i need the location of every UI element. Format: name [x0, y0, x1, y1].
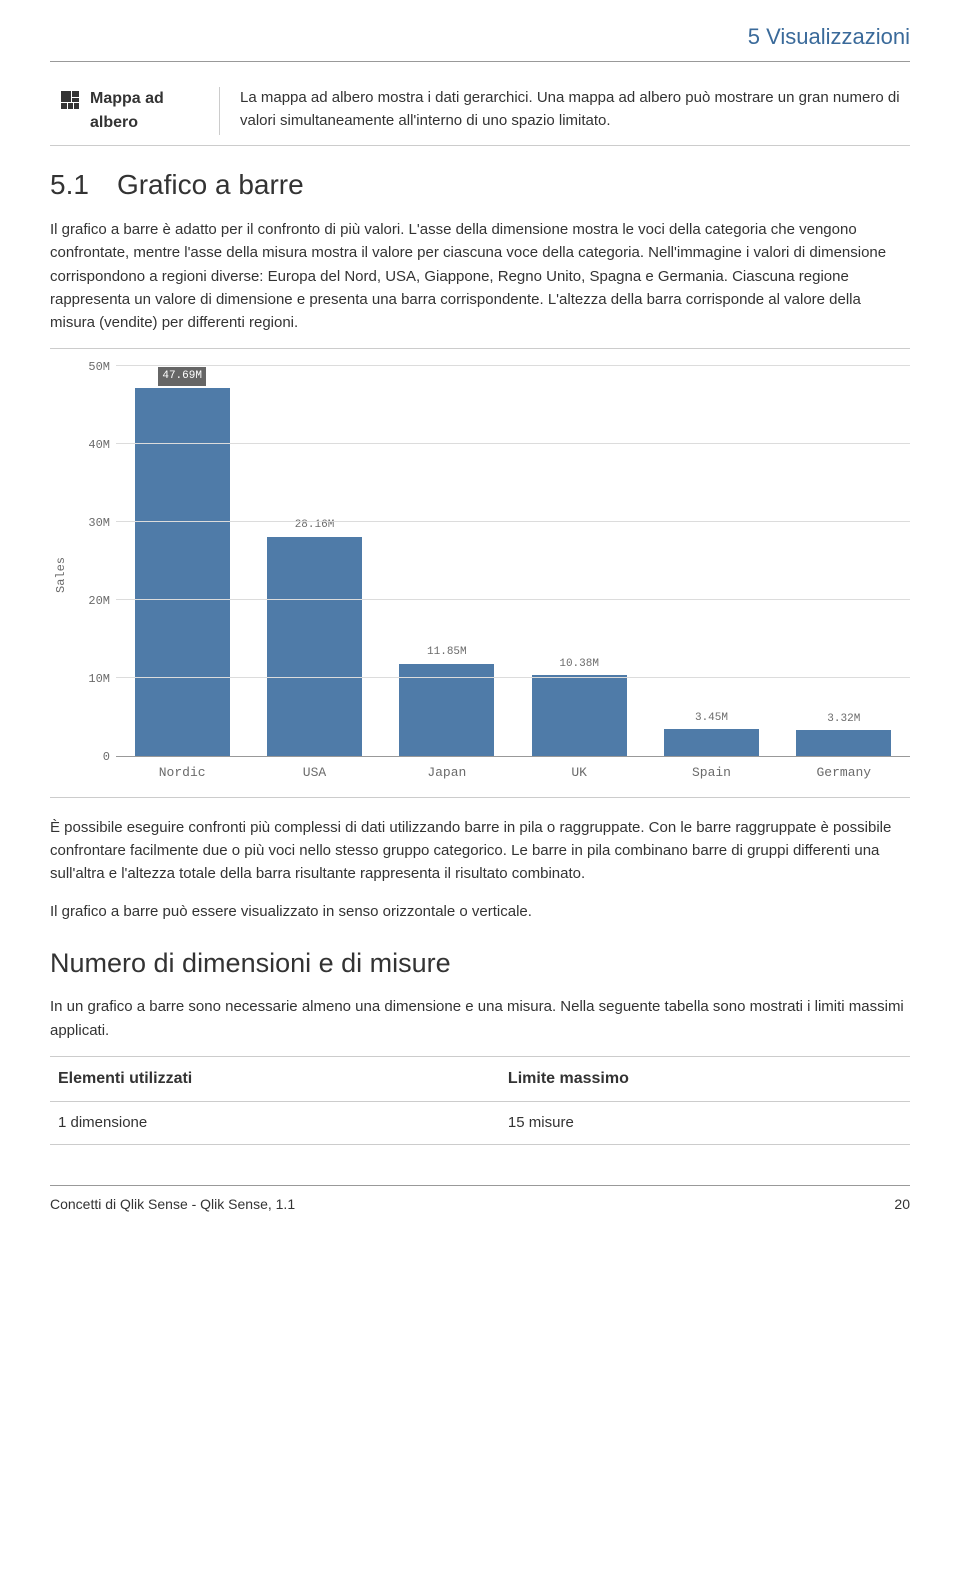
chart-bar-slot: 10.38M [513, 367, 645, 756]
chart-xaxis-label: USA [248, 763, 380, 783]
chart-bar-slot: 47.69M [116, 367, 248, 756]
footer-left: Concetti di Qlik Sense - Qlik Sense, 1.1 [50, 1194, 295, 1215]
after-chart-para-1: È possibile eseguire confronti più compl… [50, 816, 910, 886]
chart-bar-value-label: 10.38M [555, 655, 603, 674]
after-chart-para-2: Il grafico a barre può essere visualizza… [50, 900, 910, 923]
treemap-icon [61, 91, 79, 109]
chart-xaxis-label: UK [513, 763, 645, 783]
table-cell: 15 misure [500, 1101, 910, 1145]
chart-gridline [116, 443, 910, 444]
chart-bar-slot: 11.85M [381, 367, 513, 756]
chart-bar-slot: 28.16M [248, 367, 380, 756]
chart-bar-value-label: 47.69M [158, 367, 206, 386]
treemap-label: Mappa ad albero [90, 87, 220, 135]
bar-chart: Sales 0 10M 20M 30M 40M 50M 47.69M 28.16M 11.85… [50, 348, 910, 798]
chart-xaxis-label: Germany [778, 763, 910, 783]
chart-xaxis-label: Spain [645, 763, 777, 783]
chart-bar [267, 537, 362, 757]
limits-table: Elementi utilizzati Limite massimo 1 dim… [50, 1056, 910, 1146]
limits-col-1: Limite massimo [500, 1056, 910, 1101]
chart-ytick: 40M [88, 436, 110, 454]
treemap-icon-cell [50, 87, 90, 135]
page-header: 5 Visualizzazioni [50, 20, 910, 62]
chart-bar [796, 730, 891, 756]
table-row: 1 dimensione15 misure [50, 1101, 910, 1145]
chart-bar-value-label: 3.32M [823, 710, 864, 729]
chart-bar-value-label: 3.45M [691, 709, 732, 728]
chart-bar-value-label: 11.85M [423, 643, 471, 662]
chart-yticks: 010M20M30M40M50M [72, 367, 116, 757]
chart-y-label: Sales [52, 557, 70, 593]
chart-ytick: 30M [88, 514, 110, 532]
section-heading: 5.1 Grafico a barre [50, 164, 910, 206]
page-footer: Concetti di Qlik Sense - Qlik Sense, 1.1… [50, 1185, 910, 1215]
dims-para: In un grafico a barre sono necessarie al… [50, 995, 910, 1042]
chart-gridline [116, 599, 910, 600]
chart-bar [532, 675, 627, 756]
chart-plot-area: 47.69M 28.16M 11.85M 10.38M 3.45M 3.32M [116, 367, 910, 757]
limits-col-0: Elementi utilizzati [50, 1056, 500, 1101]
chart-gridline [116, 677, 910, 678]
chart-ytick: 20M [88, 592, 110, 610]
chart-ytick: 50M [88, 358, 110, 376]
chapter-title: 5 Visualizzazioni [748, 24, 910, 49]
chart-xaxis-label: Nordic [116, 763, 248, 783]
section-para-1: Il grafico a barre è adatto per il confr… [50, 218, 910, 334]
chart-xaxis-label: Japan [381, 763, 513, 783]
treemap-row: Mappa ad albero La mappa ad albero mostr… [50, 77, 910, 146]
chart-ytick: 0 [103, 748, 110, 766]
chart-bar-value-label: 28.16M [291, 516, 339, 535]
treemap-description: La mappa ad albero mostra i dati gerarch… [220, 87, 910, 135]
chart-bar-slot: 3.32M [778, 367, 910, 756]
chart-ytick: 10M [88, 670, 110, 688]
footer-page-number: 20 [894, 1194, 910, 1215]
chart-bar-slot: 3.45M [645, 367, 777, 756]
chart-gridline [116, 521, 910, 522]
section-title: Grafico a barre [117, 169, 304, 200]
chart-bar [664, 729, 759, 756]
section-number: 5.1 [50, 164, 89, 206]
chart-gridline [116, 365, 910, 366]
dims-heading: Numero di dimensioni e di misure [50, 943, 910, 984]
table-cell: 1 dimensione [50, 1101, 500, 1145]
chart-bars: 47.69M 28.16M 11.85M 10.38M 3.45M 3.32M [116, 367, 910, 756]
chart-xaxis: NordicUSAJapanUKSpainGermany [116, 763, 910, 783]
